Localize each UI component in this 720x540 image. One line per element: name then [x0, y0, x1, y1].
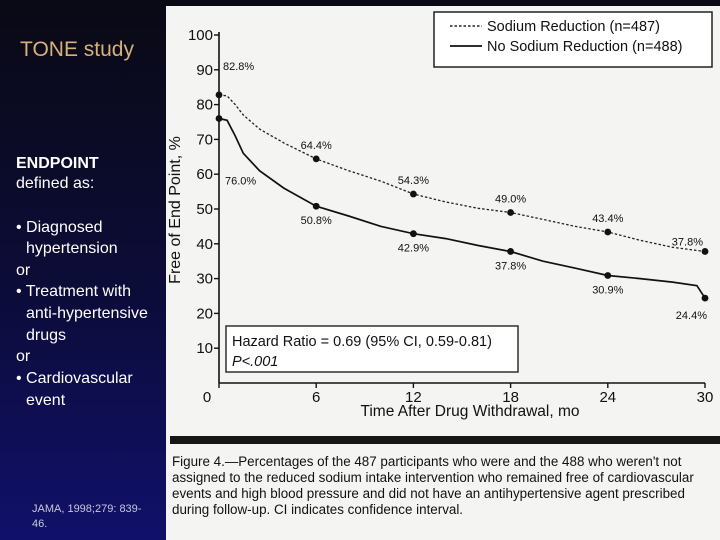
data-point	[604, 228, 612, 236]
chart-legend: Sodium Reduction (n=487) No Sodium Reduct…	[433, 11, 713, 68]
citation: JAMA, 1998;279: 839-46.	[32, 503, 142, 530]
criteria-line: • Diagnosed	[16, 219, 103, 236]
data-label: 64.4%	[301, 140, 332, 152]
y-tick-label: 10	[196, 340, 213, 357]
y-tick-label: 40	[196, 236, 213, 253]
data-point	[604, 272, 612, 279]
data-point	[312, 202, 320, 210]
p-value-text: P<.001	[232, 354, 278, 370]
figure-caption: Figure 4.—Percentages of the 487 partici…	[172, 454, 694, 517]
criteria-line: hypertension	[26, 240, 118, 257]
legend-box	[433, 11, 713, 68]
x-tick-label: 24	[599, 389, 616, 406]
data-label: 43.4%	[592, 213, 623, 225]
series-line	[218, 117, 706, 299]
figure-panel	[166, 6, 720, 540]
y-tick-label: 20	[196, 305, 213, 322]
x-axis-title: Time After Drug Withdrawal, mo	[360, 403, 579, 420]
x-tick-label: 6	[312, 389, 320, 406]
endpoint-heading: ENDPOINT	[16, 155, 99, 172]
data-point	[701, 294, 709, 302]
y-tick-label: 100	[188, 27, 213, 44]
data-label: 50.8%	[301, 215, 332, 227]
data-point	[312, 155, 320, 163]
data-label: 37.8%	[672, 236, 703, 248]
x-tick-label: 18	[502, 389, 519, 406]
data-label: 42.9%	[398, 243, 429, 255]
chart-data-labels: 82.8% 64.4% 54.3% 49.0% 43.4% 37.8% 76.0% 50.8%…	[223, 61, 707, 322]
chart-axes: 10 20 30 40 50 60 70 80 90 100 0 6 12 18 24 30 Time Afte…	[167, 27, 713, 420]
hazard-ratio-text: Hazard Ratio = 0.69 (95% CI, 0.59-0.81)	[232, 334, 492, 350]
criteria-line: anti-hypertensive	[26, 305, 148, 322]
criteria-line: or	[16, 348, 31, 365]
y-tick-label: 50	[196, 201, 213, 218]
legend-label: Sodium Reduction (n=487)	[487, 19, 660, 35]
criteria-line: • Cardiovascular	[16, 370, 133, 387]
annotation-box	[225, 325, 519, 373]
y-tick-label: 60	[196, 166, 213, 183]
x-tick-label: 0	[203, 389, 211, 406]
y-tick-label: 30	[196, 271, 213, 288]
data-point	[507, 248, 514, 255]
slide-title: TONE study	[20, 38, 134, 61]
y-axis-title: Free of End Point, %	[167, 136, 184, 284]
data-label: 76.0%	[225, 176, 256, 188]
endpoint-subheading: defined as:	[16, 175, 95, 192]
chart-series	[215, 91, 709, 302]
figure-divider	[170, 436, 720, 444]
data-point	[410, 190, 417, 198]
y-tick-label: 80	[196, 97, 213, 114]
data-label: 49.0%	[495, 193, 526, 205]
data-point	[215, 91, 223, 99]
x-tick-label: 12	[405, 389, 422, 406]
data-label: 30.9%	[592, 284, 623, 296]
x-tick-label: 30	[697, 389, 714, 406]
criteria-line: • Treatment with	[16, 283, 131, 300]
y-tick-label: 90	[196, 62, 213, 79]
criteria-line: or	[16, 262, 31, 279]
y-tick-label: 70	[196, 131, 213, 148]
data-label: 54.3%	[398, 175, 429, 187]
data-point	[701, 248, 709, 255]
data-label: 82.8%	[223, 61, 254, 73]
data-point	[410, 230, 417, 238]
series-line	[218, 94, 706, 253]
data-point	[507, 209, 514, 216]
criteria-line: drugs	[26, 327, 67, 344]
data-point	[215, 115, 223, 122]
data-label: 24.4%	[676, 310, 707, 322]
legend-label: No Sodium Reduction (n=488)	[487, 39, 682, 55]
chart-annotation: Hazard Ratio = 0.69 (95% CI, 0.59-0.81) P…	[225, 325, 519, 373]
data-label: 37.8%	[495, 260, 526, 272]
criteria-line: event	[26, 392, 66, 409]
